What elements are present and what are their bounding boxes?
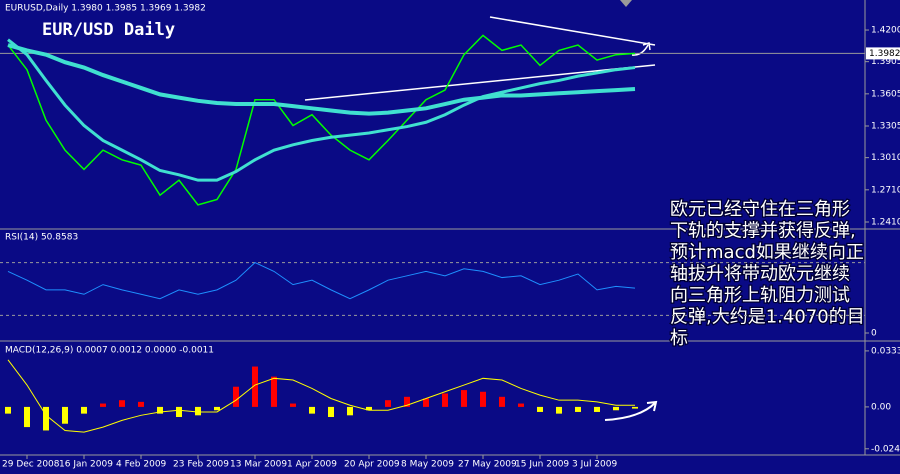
y-tick-label: 1.2710 <box>871 185 900 195</box>
histogram-bar <box>62 406 68 424</box>
histogram-bar <box>271 376 277 407</box>
annotation-text: 预计macd如果继续向正 <box>670 242 864 263</box>
x-tick-label: 13 Mar 2009 <box>230 460 287 470</box>
macd-panel-title: MACD(12,26,9) 0.0007 0.0012 0.0000 -0.00… <box>5 346 214 356</box>
trendline <box>304 64 656 101</box>
x-tick-label: 29 Dec 2008 <box>2 460 60 470</box>
y-tick-label: 1.3305 <box>871 122 900 132</box>
histogram-bar <box>385 400 391 407</box>
series-line <box>7 262 636 300</box>
x-tick-label: 20 Apr 2009 <box>344 460 400 470</box>
histogram-bar <box>81 406 87 414</box>
last-price-box <box>866 47 900 60</box>
histogram-bar <box>594 406 600 412</box>
histogram-bar <box>575 406 581 412</box>
x-tick-label: 16 Jan 2009 <box>59 460 113 470</box>
histogram-bar <box>24 406 30 428</box>
histogram-bar <box>499 396 505 407</box>
y-tick-label: 0.00 <box>871 402 891 412</box>
histogram-bar <box>214 406 220 411</box>
trendline <box>489 16 656 46</box>
annotation-text: 轴拔升将带动欧元继续 <box>670 264 850 285</box>
histogram-bar <box>157 406 163 414</box>
x-tick-label: 15 Jun 2009 <box>515 460 569 470</box>
x-tick-label: 1 Apr 2009 <box>287 460 337 470</box>
histogram-bar <box>100 403 106 407</box>
histogram-bar <box>290 403 296 407</box>
y-tick-label: 0 <box>871 329 877 339</box>
histogram-bar <box>556 406 562 414</box>
price-panel-title: EURUSD,Daily 1.3980 1.3985 1.3969 1.3982 <box>5 4 206 14</box>
rsi-panel-title: RSI(14) 50.8583 <box>5 233 78 243</box>
histogram-bar <box>632 406 638 409</box>
histogram-bar <box>423 398 429 407</box>
last-price-label: 1.3982 <box>869 49 900 59</box>
histogram-bar <box>233 386 239 407</box>
histogram-bar <box>461 390 467 407</box>
series-line <box>7 34 636 206</box>
series-line <box>7 38 636 182</box>
histogram-bar <box>404 396 410 407</box>
annotation-text: 下轨的支撑并获得反弹, <box>670 221 856 242</box>
histogram-bar <box>347 406 353 416</box>
histogram-bar <box>43 406 49 431</box>
histogram-bar <box>309 406 315 414</box>
y-tick-label: -0.0249 <box>871 444 900 454</box>
y-tick-label: 1.4200 <box>871 26 900 36</box>
histogram-bar <box>537 406 543 412</box>
histogram-bar <box>176 406 182 417</box>
histogram-bar <box>5 406 11 414</box>
histogram-bar <box>138 401 144 407</box>
x-tick-label: 3 Jul 2009 <box>572 460 617 470</box>
histogram-bar <box>328 406 334 417</box>
annotation-text: 反弹,大约是1.4070的目 <box>670 307 865 328</box>
histogram-bar <box>480 391 486 407</box>
series-line <box>7 359 635 433</box>
y-tick-label: 1.3905 <box>871 57 900 67</box>
shift-marker <box>620 0 632 7</box>
x-tick-label: 23 Feb 2009 <box>173 460 229 470</box>
y-tick-label: 1.3010 <box>871 153 900 163</box>
histogram-bar <box>518 403 524 407</box>
arrow <box>604 400 658 421</box>
histogram-bar <box>613 406 619 411</box>
series-line <box>7 43 636 116</box>
y-tick-label: 1.2410 <box>871 217 900 227</box>
annotation-text: 向三角形上轨阻力测试 <box>670 285 850 306</box>
annotation-text: 欧元已经守住在三角形 <box>670 199 850 220</box>
chart-heading: EUR/USD Daily <box>42 20 175 40</box>
annotation-text: 标 <box>670 328 688 349</box>
histogram-bar <box>252 366 258 407</box>
x-tick-label: 4 Feb 2009 <box>116 460 167 470</box>
x-tick-label: 8 May 2009 <box>401 460 454 470</box>
histogram-bar <box>195 406 201 416</box>
histogram-bar <box>442 393 448 407</box>
y-tick-label: 0.0333 <box>871 346 900 356</box>
y-tick-label: 1.3605 <box>871 89 900 99</box>
histogram-bar <box>366 406 372 411</box>
x-tick-label: 27 May 2009 <box>458 460 517 470</box>
histogram-bar <box>119 400 125 407</box>
